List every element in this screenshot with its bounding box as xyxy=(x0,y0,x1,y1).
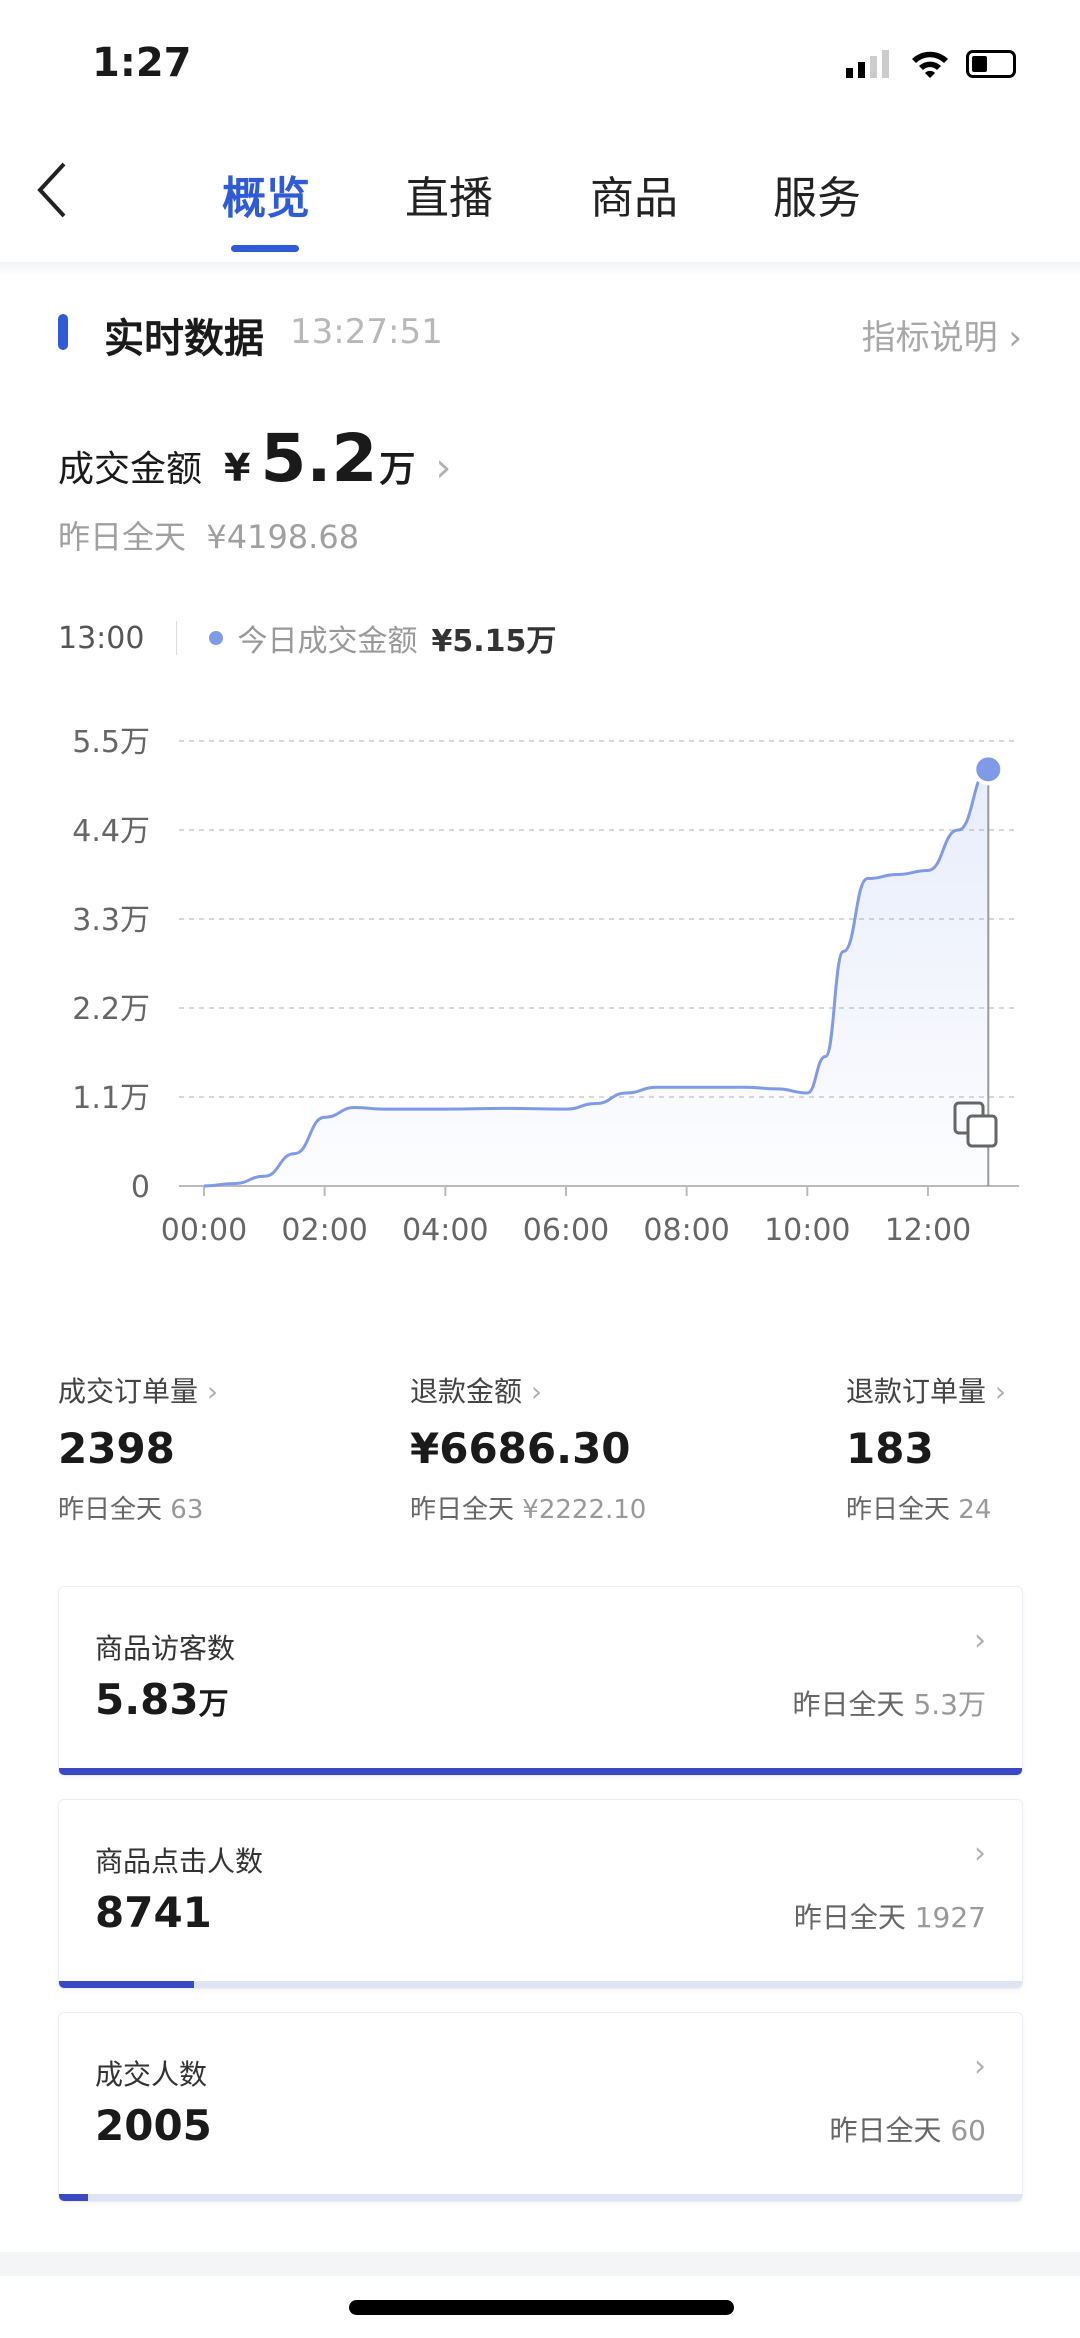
progress-track xyxy=(59,1981,1022,1988)
x-tick-label: 06:00 xyxy=(523,1213,609,1248)
progress-fill xyxy=(59,1981,194,1988)
x-tick-label: 04:00 xyxy=(402,1213,488,1248)
tooltip-divider xyxy=(176,621,178,655)
battery-icon xyxy=(966,50,1016,78)
chevron-right-icon: › xyxy=(974,2049,986,2084)
y-tick-label: 5.5万 xyxy=(72,725,150,760)
chevron-right-icon: › xyxy=(974,1623,986,1658)
gmv-yesterday-label: 昨日全天 xyxy=(58,518,187,556)
chevron-right-icon: › xyxy=(974,1836,986,1871)
card-value: 5.83 xyxy=(95,1675,199,1724)
gmv-currency: ¥ xyxy=(224,446,251,490)
gmv-value: 5.2 xyxy=(260,420,378,497)
gmv-summary[interactable]: 成交金额 ¥ 5.2 万 › xyxy=(58,420,451,497)
card-product-clicks[interactable]: 商品点击人数 8741 › 昨日全天 1927 xyxy=(58,1799,1023,1989)
card-yesterday-value: 5.3万 xyxy=(913,1688,986,1721)
tab-service[interactable]: 服务 xyxy=(773,173,861,224)
metric-value: 183 xyxy=(846,1424,934,1473)
status-time: 1:27 xyxy=(92,40,192,86)
tooltip-value: ¥5.15万 xyxy=(431,624,557,659)
metric-label: 成交订单量 xyxy=(58,1375,199,1408)
card-label: 成交人数 xyxy=(95,2058,208,2091)
realtime-timestamp: 13:27:51 xyxy=(290,312,443,352)
chevron-right-icon: › xyxy=(994,1375,1007,1408)
section-title: 实时数据 xyxy=(104,316,264,362)
home-indicator[interactable] xyxy=(349,2300,734,2315)
card-product-visitors[interactable]: 商品访客数 5.83万 › 昨日全天 5.3万 xyxy=(58,1586,1023,1776)
progress-fill xyxy=(59,1768,1022,1775)
card-value: 8741 xyxy=(95,1888,212,1937)
metric-help-link[interactable]: 指标说明 › xyxy=(862,310,1022,359)
y-tick-label: 2.2万 xyxy=(72,992,150,1027)
tooltip-time: 13:00 xyxy=(58,620,145,656)
chevron-right-icon: › xyxy=(1008,318,1022,358)
header-divider xyxy=(0,262,1080,276)
metric-refund-amount[interactable]: 退款金额 › ¥6686.30 昨日全天 ¥2222.10 xyxy=(410,1370,646,1526)
help-link-label: 指标说明 xyxy=(861,318,998,358)
metric-yesterday-value: 63 xyxy=(170,1495,204,1525)
y-tick-label: 1.1万 xyxy=(72,1081,150,1116)
tab-products[interactable]: 商品 xyxy=(590,173,678,224)
card-yesterday-label: 昨日全天 xyxy=(829,2114,942,2147)
metric-value: 2398 xyxy=(58,1424,175,1473)
wifi-icon xyxy=(912,51,948,78)
tab-overview[interactable]: 概览 xyxy=(222,173,310,224)
progress-fill xyxy=(59,2194,88,2201)
series-line xyxy=(203,767,989,1188)
progress-track xyxy=(59,1768,1022,1775)
series-area xyxy=(204,769,989,1186)
x-tick-label: 08:00 xyxy=(643,1213,729,1248)
section-divider xyxy=(0,2252,1080,2276)
gmv-yesterday-value: ¥4198.68 xyxy=(206,518,360,556)
metric-label: 退款订单量 xyxy=(846,1375,987,1408)
card-unit: 万 xyxy=(198,1687,229,1722)
metric-label: 退款金额 xyxy=(410,1375,523,1408)
card-yesterday-value: 60 xyxy=(950,2114,986,2147)
chart-tooltip: 13:00 今日成交金额 ¥5.15万 xyxy=(58,616,556,660)
card-yesterday-label: 昨日全天 xyxy=(792,1688,905,1721)
y-tick-label: 3.3万 xyxy=(72,903,150,938)
series-dot-icon xyxy=(209,631,224,645)
x-tick-label: 10:00 xyxy=(764,1213,850,1248)
chevron-right-icon: › xyxy=(435,445,452,491)
tab-live[interactable]: 直播 xyxy=(405,173,493,224)
back-arrow-icon xyxy=(37,162,66,218)
signal-icon xyxy=(846,50,889,78)
card-buyers[interactable]: 成交人数 2005 › 昨日全天 60 xyxy=(58,2012,1023,2202)
gmv-unit: 万 xyxy=(379,449,416,490)
x-tick-label: 00:00 xyxy=(161,1213,247,1248)
tab-active-indicator xyxy=(231,245,299,252)
section-marker xyxy=(58,314,68,350)
y-tick-label: 4.4万 xyxy=(72,814,150,849)
metric-yesterday-label: 昨日全天 xyxy=(58,1495,163,1525)
card-value: 2005 xyxy=(95,2101,212,2150)
y-tick-label: 0 xyxy=(131,1170,150,1205)
gmv-chart[interactable]: 0 1.1万 2.2万 3.3万 4.4万 5.5万 00:00 02:00 04:00 06:0… xyxy=(0,700,1080,1280)
progress-track xyxy=(59,2194,1022,2201)
metric-refund-orders[interactable]: 退款订单量 › 183 昨日全天 24 xyxy=(846,1370,1006,1526)
gmv-label: 成交金额 xyxy=(58,449,203,490)
metric-yesterday-value: ¥2222.10 xyxy=(522,1495,647,1525)
metric-value: ¥6686.30 xyxy=(410,1424,631,1473)
chevron-right-icon: › xyxy=(206,1375,219,1408)
metric-yesterday-label: 昨日全天 xyxy=(846,1495,951,1525)
metric-yesterday-value: 24 xyxy=(958,1495,992,1525)
back-button[interactable] xyxy=(34,160,70,220)
card-label: 商品访客数 xyxy=(95,1632,236,1665)
metric-yesterday-label: 昨日全天 xyxy=(410,1495,515,1525)
card-yesterday-label: 昨日全天 xyxy=(793,1901,906,1934)
copy-icon[interactable] xyxy=(952,1100,1002,1150)
metric-orders[interactable]: 成交订单量 › 2398 昨日全天 63 xyxy=(58,1370,218,1526)
card-yesterday-value: 1927 xyxy=(914,1901,986,1934)
card-label: 商品点击人数 xyxy=(95,1845,264,1878)
x-tick-label: 12:00 xyxy=(885,1213,971,1248)
chevron-right-icon: › xyxy=(530,1375,543,1408)
series-point xyxy=(972,753,1005,786)
x-tick-label: 02:00 xyxy=(281,1213,367,1248)
tooltip-series: 今日成交金额 xyxy=(237,624,418,659)
